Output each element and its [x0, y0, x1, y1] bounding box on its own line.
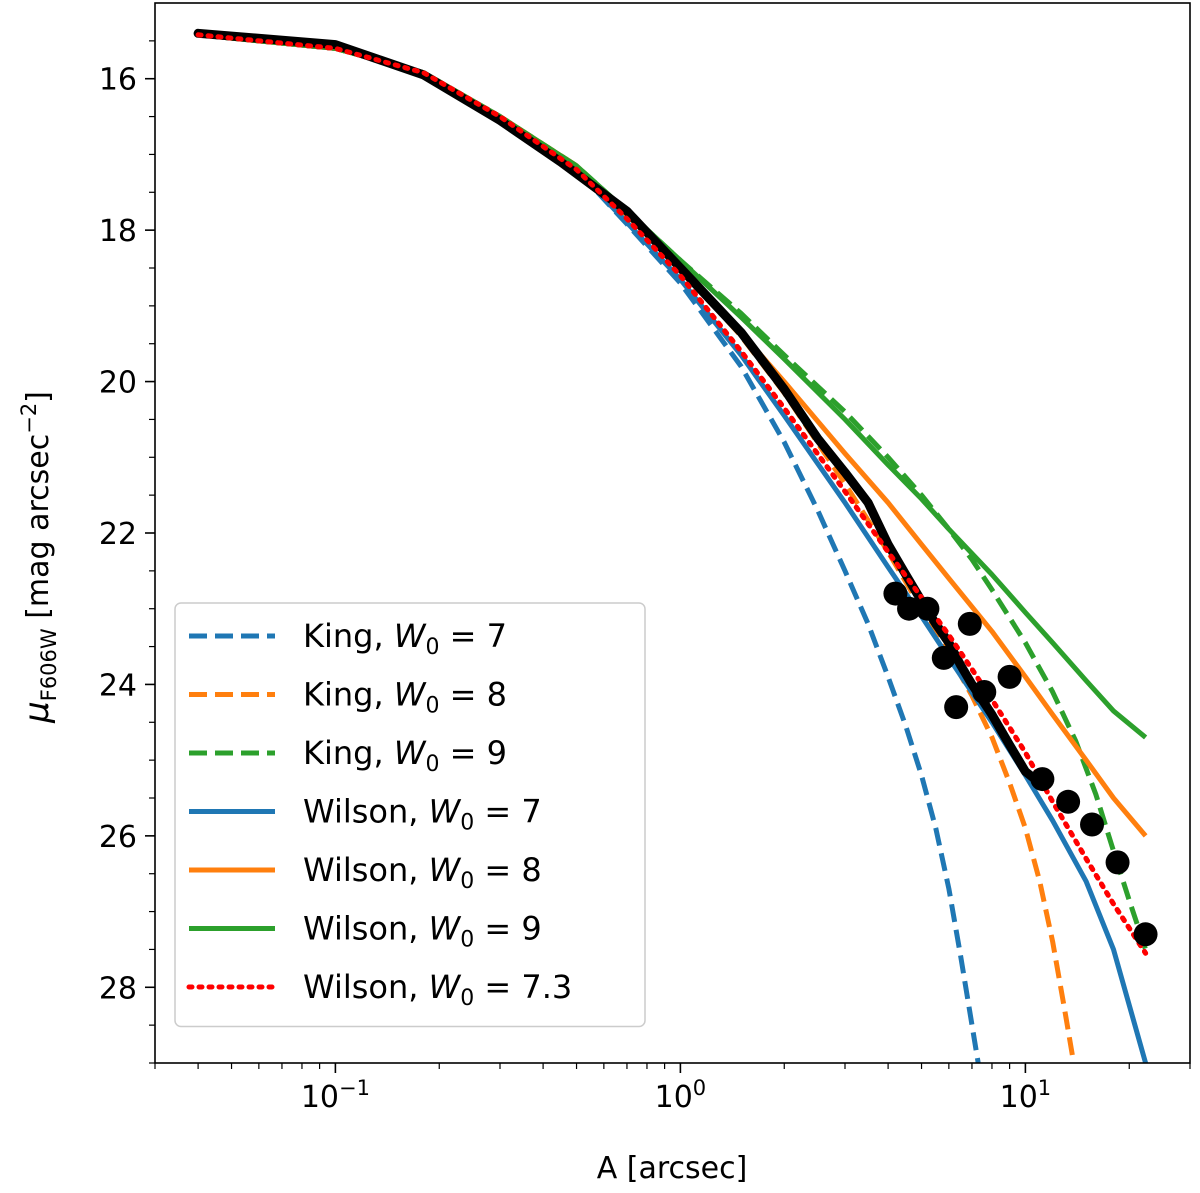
data-point	[972, 680, 997, 704]
legend-entry: Wilson, W0 = 7	[303, 793, 542, 836]
data-point	[997, 664, 1022, 689]
legend-entry: Wilson, W0 = 8	[303, 851, 542, 894]
series-line-3	[197, 32, 1148, 951]
legend: King, W0 = 7 King, W0 = 8 King, W0 = 9 Wils…	[174, 602, 646, 1028]
x-axis: 10−1 100 101	[154, 1063, 1191, 1115]
y-tick-label: 22	[99, 517, 137, 552]
data-point	[1080, 812, 1105, 837]
data-point	[1056, 789, 1081, 814]
legend-entry: King, W0 = 8	[303, 676, 507, 719]
y-tick-label: 26	[99, 820, 137, 855]
series-line-1	[197, 32, 981, 1063]
data-point	[1133, 922, 1158, 947]
y-axis-label: μF606W [mag arcsec−2]	[17, 391, 61, 724]
legend-entry: Wilson, W0 = 7.3	[303, 968, 572, 1011]
plot-area	[193, 28, 1158, 1063]
legend-entry: King, W0 = 9	[303, 734, 507, 777]
y-tick-label: 18	[99, 214, 137, 249]
y-tick-label: 20	[99, 366, 137, 401]
legend-entry: Wilson, W0 = 9	[303, 910, 542, 953]
data-point	[1105, 850, 1130, 875]
data-point	[915, 596, 940, 621]
data-point	[931, 645, 956, 670]
x-tick-label: 100	[655, 1076, 707, 1115]
series-line-overlay	[195, 32, 1149, 956]
data-point	[957, 611, 982, 636]
legend-box	[174, 602, 646, 1028]
data-point	[1030, 767, 1055, 792]
y-tick-label: 24	[99, 668, 137, 703]
y-tick-label: 16	[99, 63, 137, 98]
x-axis-label: A [arcsec]	[597, 1151, 748, 1186]
y-axis: 16 18 20 22 24 26 28	[99, 40, 155, 1064]
data-point	[944, 695, 969, 720]
x-tick-label: 10−1	[301, 1076, 370, 1115]
legend-entry: King, W0 = 7	[303, 617, 507, 660]
y-tick-label: 28	[99, 971, 137, 1006]
data-point	[897, 596, 922, 621]
x-tick-label: 101	[1000, 1076, 1052, 1115]
